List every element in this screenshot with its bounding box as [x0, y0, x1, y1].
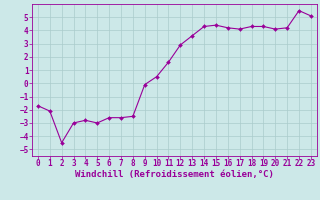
X-axis label: Windchill (Refroidissement éolien,°C): Windchill (Refroidissement éolien,°C): [75, 170, 274, 179]
